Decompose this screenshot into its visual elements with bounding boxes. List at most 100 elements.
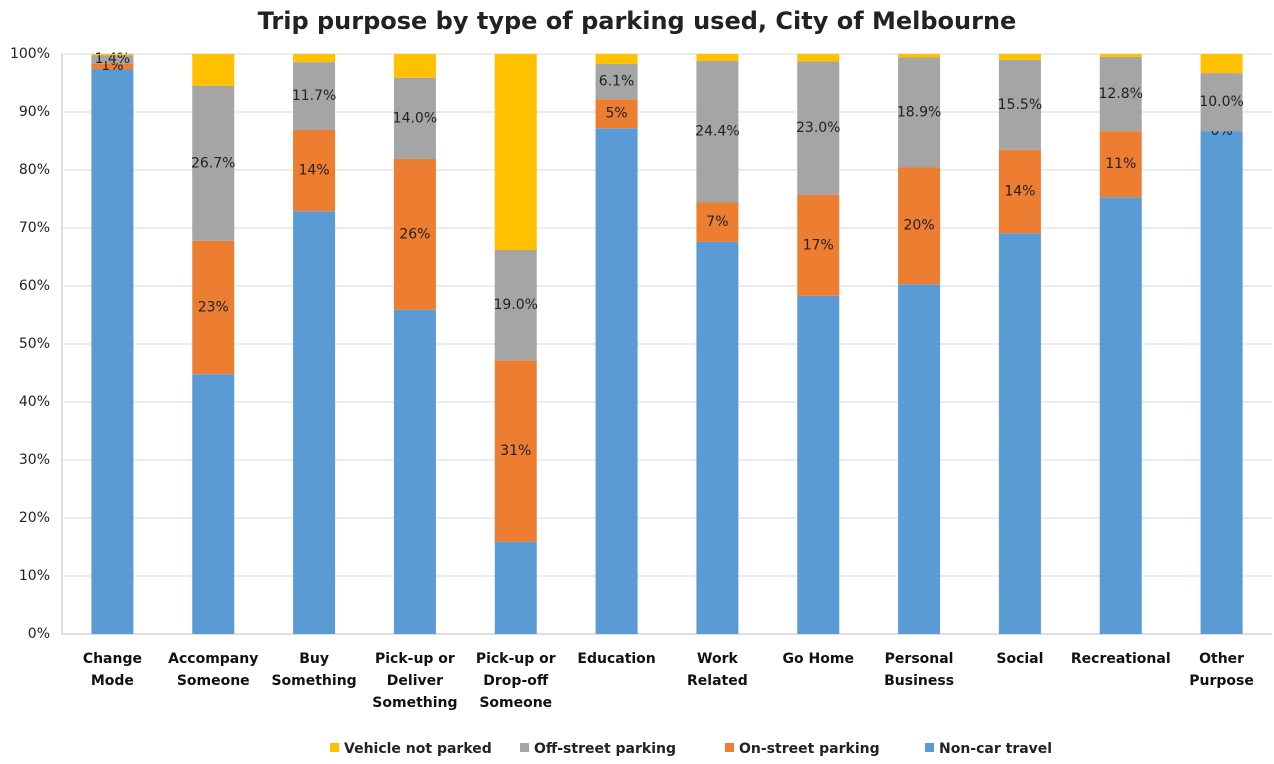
data-label: 12.8% <box>1099 86 1143 102</box>
bar-segment <box>192 54 235 86</box>
bar-segment <box>494 54 537 251</box>
legend-swatch <box>725 743 734 752</box>
data-label: 19.0% <box>494 297 538 313</box>
x-tick-label: Accompany Someone <box>168 651 259 689</box>
bar-segment <box>494 360 537 542</box>
bar-segment <box>595 63 638 100</box>
data-label: 18.9% <box>897 104 941 120</box>
legend-swatch <box>925 743 934 752</box>
y-tick-label: 50% <box>19 336 50 352</box>
bar-segment <box>1099 131 1142 198</box>
bar-segment <box>393 309 436 634</box>
data-label: 15.5% <box>998 97 1042 113</box>
bar-segment <box>393 77 436 159</box>
data-label: 5% <box>605 106 627 122</box>
bar-segment <box>998 149 1041 234</box>
bar-segment <box>1099 197 1142 634</box>
legend-swatch <box>330 743 339 752</box>
bar-segment <box>998 233 1041 634</box>
y-tick-label: 70% <box>19 220 50 236</box>
bar-segment <box>293 129 336 212</box>
bar-segment <box>494 250 537 361</box>
data-label: 10.0% <box>1199 94 1243 110</box>
bar-segment <box>1200 131 1243 634</box>
chart-title: Trip purpose by type of parking used, Ci… <box>258 7 1017 35</box>
legend-swatch <box>520 743 529 752</box>
data-label: 14% <box>299 163 330 179</box>
y-tick-label: 100% <box>10 46 50 62</box>
bar-segment <box>1099 56 1142 132</box>
bar-segment <box>696 241 739 635</box>
bar-segment <box>595 54 638 64</box>
data-label: 14% <box>1004 183 1035 199</box>
bar-segment <box>393 158 436 310</box>
x-tick-label: Pick-up or Drop-off Someone <box>475 651 556 711</box>
bar-segment <box>898 167 941 285</box>
y-tick-label: 0% <box>28 626 50 642</box>
bar-segment <box>1200 73 1243 132</box>
bar-segment <box>192 240 235 375</box>
data-label: 24.4% <box>695 124 739 140</box>
bar-segment <box>494 541 537 634</box>
data-label: 26% <box>399 226 430 242</box>
bar-segment <box>898 57 941 168</box>
bar-segment <box>293 62 336 130</box>
data-label: 14.0% <box>393 110 437 126</box>
bar-segment <box>696 60 739 203</box>
bar-segment <box>91 63 134 70</box>
bar-segment <box>797 61 840 195</box>
bar-segment <box>797 54 840 62</box>
data-label: 1.4% <box>95 51 131 67</box>
legend-label: Off-street parking <box>534 741 676 757</box>
x-tick-label: Education <box>577 651 656 667</box>
legend-label: Non-car travel <box>939 741 1052 757</box>
data-label: 31% <box>500 443 531 459</box>
data-label: 11% <box>1105 156 1136 172</box>
data-label: 20% <box>904 218 935 234</box>
data-label: 17% <box>803 237 834 253</box>
x-tick-label: Work Related <box>687 651 748 689</box>
y-tick-label: 40% <box>19 394 50 410</box>
y-tick-label: 10% <box>19 568 50 584</box>
legend-label: On-street parking <box>739 741 880 757</box>
data-label: 7% <box>706 214 728 230</box>
x-tick-label: Pick-up or Deliver Something <box>372 651 458 711</box>
data-label: 23% <box>198 299 229 315</box>
bar-segment <box>898 284 941 634</box>
data-label: 26.7% <box>191 155 235 171</box>
x-tick-label: Buy Something <box>271 651 357 689</box>
bar-segment <box>293 54 336 63</box>
data-label: 23.0% <box>796 120 840 136</box>
bar-segment <box>91 54 134 56</box>
bar-segment <box>192 374 235 634</box>
x-tick-label: Social <box>996 651 1044 667</box>
bar-segment <box>192 85 235 241</box>
bar-segment <box>898 54 941 58</box>
bar-segment <box>696 202 739 242</box>
data-label: 11.7% <box>292 88 336 104</box>
data-label: 6.1% <box>599 74 635 90</box>
bar-segment <box>595 128 638 635</box>
x-tick-label: Recreational <box>1070 651 1171 667</box>
x-tick-label: Personal Business <box>884 651 955 689</box>
y-tick-label: 80% <box>19 162 50 178</box>
bar-segment <box>91 55 134 64</box>
bar-segment <box>797 295 840 634</box>
bar-segment <box>1200 54 1243 74</box>
bar-segment <box>91 69 134 634</box>
bar-segment <box>998 54 1041 60</box>
y-tick-label: 30% <box>19 452 50 468</box>
bar-segment <box>1099 54 1142 57</box>
bar-segment <box>293 211 336 634</box>
x-tick-label: Other Purpose <box>1189 651 1254 689</box>
y-tick-label: 60% <box>19 278 50 294</box>
bar-segment <box>393 54 436 78</box>
legend-label: Vehicle not parked <box>344 741 492 757</box>
y-tick-label: 90% <box>19 104 50 120</box>
bar-segment <box>696 54 739 61</box>
y-tick-label: 20% <box>19 510 50 526</box>
x-tick-label: Change Mode <box>82 651 142 689</box>
bar-segment <box>797 194 840 296</box>
x-tick-label: Go Home <box>782 651 854 667</box>
